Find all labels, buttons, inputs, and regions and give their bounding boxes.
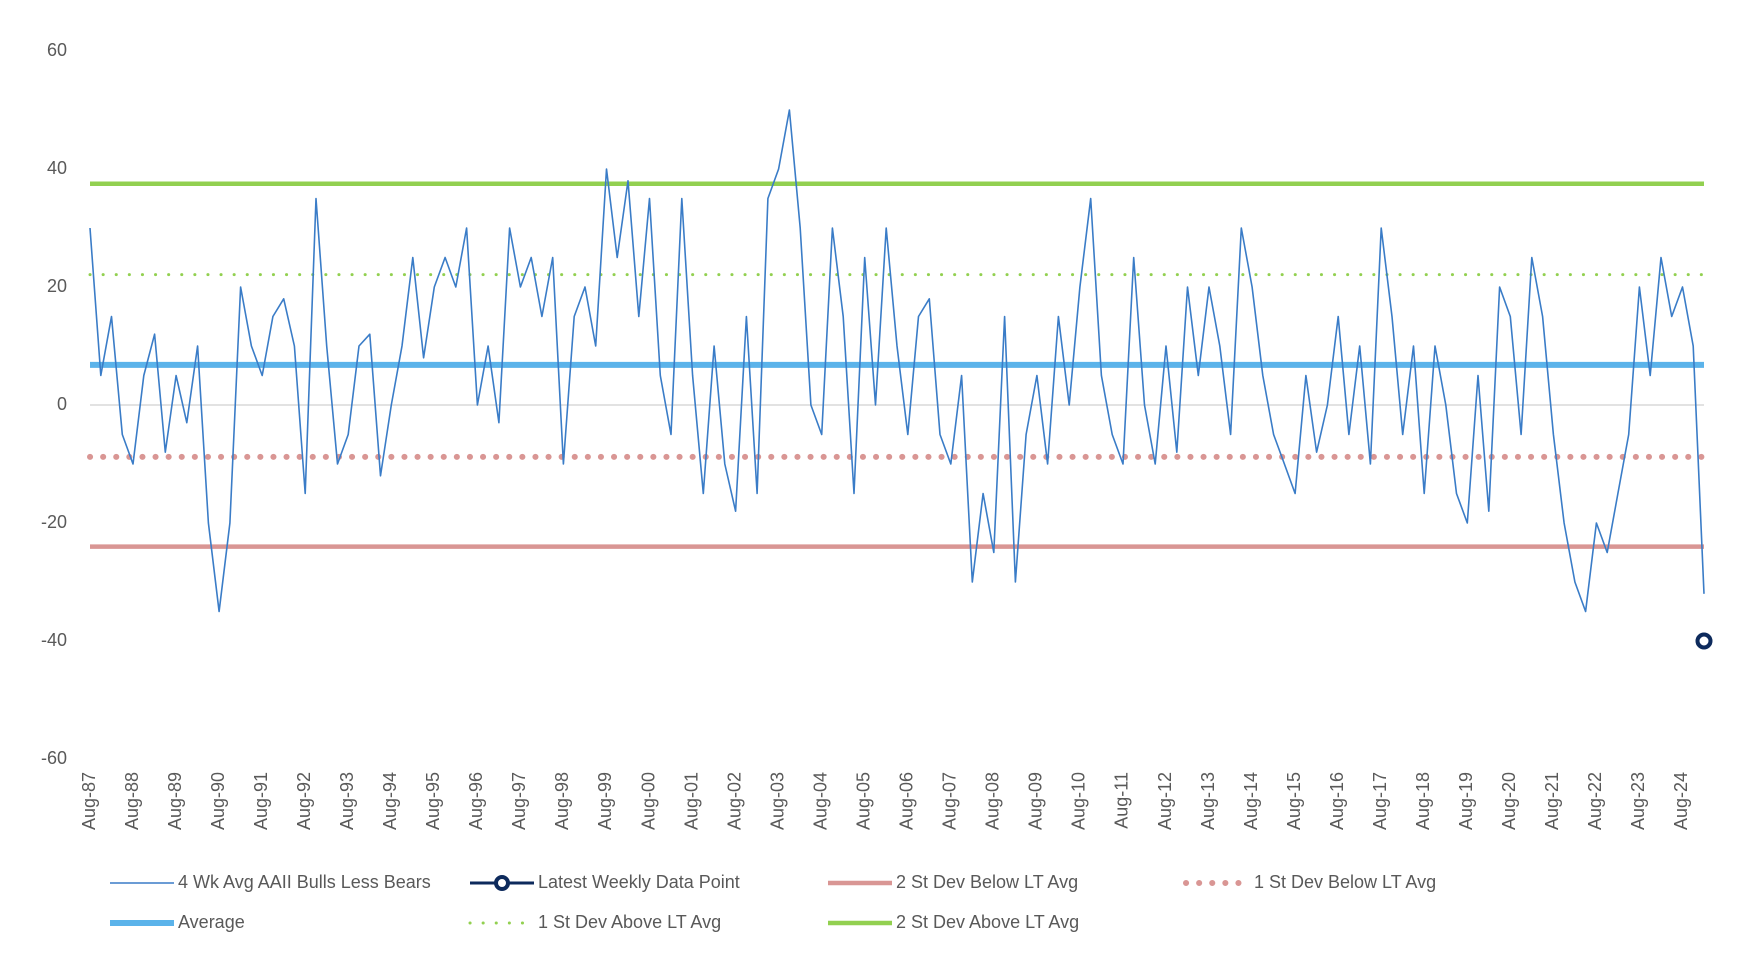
y-tick-label: 40 <box>47 158 67 178</box>
latest-point <box>1695 632 1713 650</box>
legend-item: 4 Wk Avg AAII Bulls Less Bears <box>110 872 431 892</box>
legend-item: Average <box>110 912 245 932</box>
x-tick-label: Aug-98 <box>552 772 572 830</box>
x-tick-label: Aug-91 <box>251 772 271 830</box>
x-tick-label: Aug-06 <box>897 772 917 830</box>
y-tick-label: -40 <box>41 630 67 650</box>
x-tick-label: Aug-08 <box>983 772 1003 830</box>
x-tick-label: Aug-95 <box>423 772 443 830</box>
x-tick-label: Aug-18 <box>1413 772 1433 830</box>
x-tick-label: Aug-87 <box>79 772 99 830</box>
x-tick-label: Aug-14 <box>1241 772 1261 830</box>
legend-label: 2 St Dev Above LT Avg <box>896 912 1079 932</box>
x-tick-label: Aug-10 <box>1069 772 1089 830</box>
legend-label: 4 Wk Avg AAII Bulls Less Bears <box>178 872 431 892</box>
y-tick-label: 60 <box>47 40 67 60</box>
legend-label: 2 St Dev Below LT Avg <box>896 872 1078 892</box>
y-tick-label: 20 <box>47 276 67 296</box>
x-tick-label: Aug-19 <box>1456 772 1476 830</box>
x-tick-label: Aug-92 <box>294 772 314 830</box>
legend-label: Average <box>178 912 245 932</box>
x-tick-label: Aug-94 <box>380 772 400 830</box>
x-tick-label: Aug-96 <box>466 772 486 830</box>
legend-label: 1 St Dev Above LT Avg <box>538 912 721 932</box>
x-tick-label: Aug-02 <box>724 772 744 830</box>
x-tick-label: Aug-15 <box>1284 772 1304 830</box>
legend-label: Latest Weekly Data Point <box>538 872 740 892</box>
y-tick-label: -60 <box>41 748 67 768</box>
y-tick-label: -20 <box>41 512 67 532</box>
x-tick-label: Aug-16 <box>1327 772 1347 830</box>
x-tick-label: Aug-09 <box>1026 772 1046 830</box>
x-tick-label: Aug-11 <box>1112 772 1132 829</box>
x-tick-label: Aug-97 <box>509 772 529 830</box>
x-tick-label: Aug-22 <box>1585 772 1605 830</box>
x-tick-label: Aug-90 <box>208 772 228 830</box>
x-tick-label: Aug-04 <box>810 772 830 830</box>
x-tick-label: Aug-05 <box>853 772 873 830</box>
x-tick-label: Aug-89 <box>165 772 185 830</box>
x-tick-label: Aug-01 <box>681 772 701 830</box>
x-tick-label: Aug-93 <box>337 772 357 830</box>
x-tick-label: Aug-21 <box>1542 772 1562 830</box>
x-tick-label: Aug-20 <box>1499 772 1519 830</box>
legend-item: 1 St Dev Above LT Avg <box>468 912 721 932</box>
x-tick-label: Aug-88 <box>122 772 142 830</box>
x-tick-label: Aug-23 <box>1628 772 1648 830</box>
x-tick-label: Aug-00 <box>638 772 658 830</box>
legend-label: 1 St Dev Below LT Avg <box>1254 872 1436 892</box>
x-tick-label: Aug-13 <box>1198 772 1218 830</box>
legend-item: 2 St Dev Below LT Avg <box>828 872 1078 892</box>
data-line <box>89 109 1705 613</box>
legend-item: 1 St Dev Below LT Avg <box>1183 872 1436 892</box>
x-tick-label: Aug-07 <box>940 772 960 830</box>
x-tick-label: Aug-12 <box>1155 772 1175 830</box>
legend-item: Latest Weekly Data Point <box>470 872 740 892</box>
legend-swatch <box>494 875 510 891</box>
x-tick-label: Aug-17 <box>1370 772 1390 830</box>
x-tick-label: Aug-24 <box>1671 772 1691 830</box>
legend-item: 2 St Dev Above LT Avg <box>828 912 1079 932</box>
y-tick-label: 0 <box>57 394 67 414</box>
x-tick-label: Aug-99 <box>595 772 615 830</box>
x-tick-label: Aug-03 <box>767 772 787 830</box>
